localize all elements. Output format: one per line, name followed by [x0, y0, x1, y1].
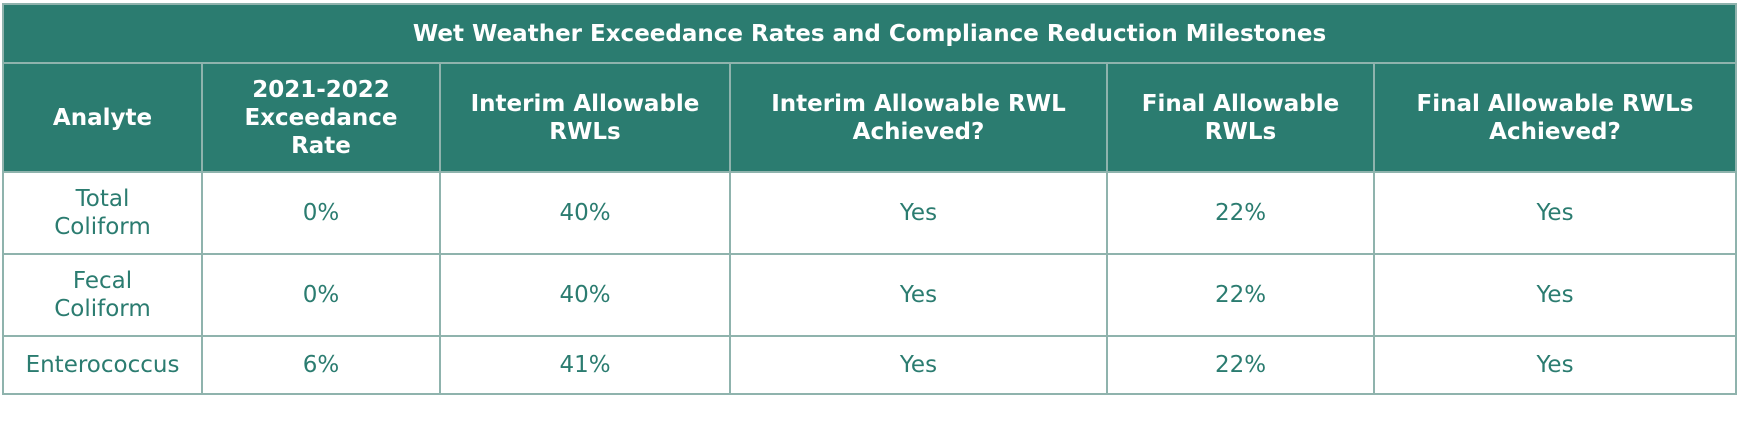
table-header-row: Analyte 2021-2022 Exceedance Rate Interi… [2, 62, 1737, 173]
table-title-row: Wet Weather Exceedance Rates and Complia… [1, 3, 1737, 64]
cell-analyte: Total Coliform [2, 171, 203, 255]
exceedance-table: Wet Weather Exceedance Rates and Complia… [1, 3, 1737, 395]
table-row: Fecal Coliform 0% 40% Yes 22% Yes [2, 253, 1737, 337]
cell-exceedance-rate: 0% [201, 253, 441, 337]
header-interim-allowable-rwls: Interim Allowable RWLs [439, 62, 731, 173]
cell-interim-achieved: Yes [729, 253, 1108, 337]
cell-final-allowable: 22% [1106, 335, 1375, 395]
cell-final-allowable: 22% [1106, 171, 1375, 255]
cell-analyte: Enterococcus [2, 335, 203, 395]
cell-interim-allowable: 40% [439, 171, 731, 255]
cell-interim-achieved: Yes [729, 335, 1108, 395]
cell-final-achieved: Yes [1372, 171, 1737, 255]
cell-exceedance-rate: 6% [201, 335, 441, 395]
cell-interim-achieved: Yes [729, 171, 1108, 255]
cell-interim-allowable: 41% [439, 335, 731, 395]
header-interim-achieved: Interim Allowable RWL Achieved? [729, 62, 1108, 173]
header-final-achieved: Final Allowable RWLs Achieved? [1372, 62, 1737, 173]
cell-final-achieved: Yes [1372, 335, 1737, 395]
cell-analyte: Fecal Coliform [2, 253, 203, 337]
header-exceedance-rate: 2021-2022 Exceedance Rate [201, 62, 441, 173]
cell-interim-allowable: 40% [439, 253, 731, 337]
table-row: Enterococcus 6% 41% Yes 22% Yes [2, 335, 1737, 395]
header-final-allowable-rwls: Final Allowable RWLs [1106, 62, 1375, 173]
table-row: Total Coliform 0% 40% Yes 22% Yes [2, 171, 1737, 255]
cell-final-allowable: 22% [1106, 253, 1375, 337]
table-title: Wet Weather Exceedance Rates and Complia… [1, 3, 1737, 64]
cell-final-achieved: Yes [1372, 253, 1737, 337]
cell-exceedance-rate: 0% [201, 171, 441, 255]
header-analyte: Analyte [2, 62, 203, 173]
exceedance-table-container: Wet Weather Exceedance Rates and Complia… [1, 3, 1737, 395]
